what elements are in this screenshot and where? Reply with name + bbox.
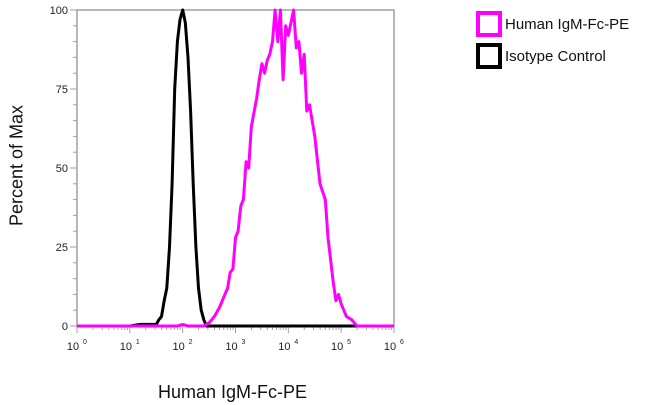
svg-text:5: 5 [347, 339, 351, 346]
x-tick-label: 10 [225, 341, 237, 353]
legend-item-human-igm-fc-pe[interactable]: Human IgM-Fc-PE [476, 9, 629, 39]
plot-series [77, 8, 394, 328]
y-tick-label: 75 [56, 84, 68, 96]
svg-text:4: 4 [294, 339, 298, 346]
legend-swatch-black [476, 43, 502, 69]
legend-swatch-magenta [476, 11, 502, 37]
x-tick-label: 10 [331, 341, 343, 353]
svg-text:6: 6 [400, 339, 404, 346]
y-axis-label: Percent of Max [6, 104, 27, 227]
x-tick-label: 10 [384, 341, 396, 353]
series-line [77, 8, 394, 328]
svg-text:2: 2 [189, 339, 193, 346]
x-axis-label: Human IgM-Fc-PE [158, 382, 308, 402]
x-tick-label: 10 [173, 341, 185, 353]
legend: Human IgM-Fc-PE Isotype Control [476, 9, 629, 73]
y-tick-label: 50 [56, 163, 68, 175]
y-tick-label: 0 [62, 321, 68, 333]
y-tick-label: 100 [50, 5, 68, 17]
svg-text:1: 1 [136, 339, 140, 346]
legend-label: Human IgM-Fc-PE [505, 15, 630, 33]
series-line [77, 8, 394, 328]
plot-frame [76, 9, 395, 327]
legend-item-isotype-control[interactable]: Isotype Control [476, 41, 629, 71]
x-tick-label: 10 [120, 341, 132, 353]
y-tick-label: 25 [56, 242, 68, 254]
x-tick-label: 10 [278, 341, 290, 353]
svg-text:3: 3 [242, 339, 246, 346]
svg-text:0: 0 [83, 339, 87, 346]
x-tick-label: 10 [67, 341, 79, 353]
legend-label: Isotype Control [505, 47, 606, 65]
